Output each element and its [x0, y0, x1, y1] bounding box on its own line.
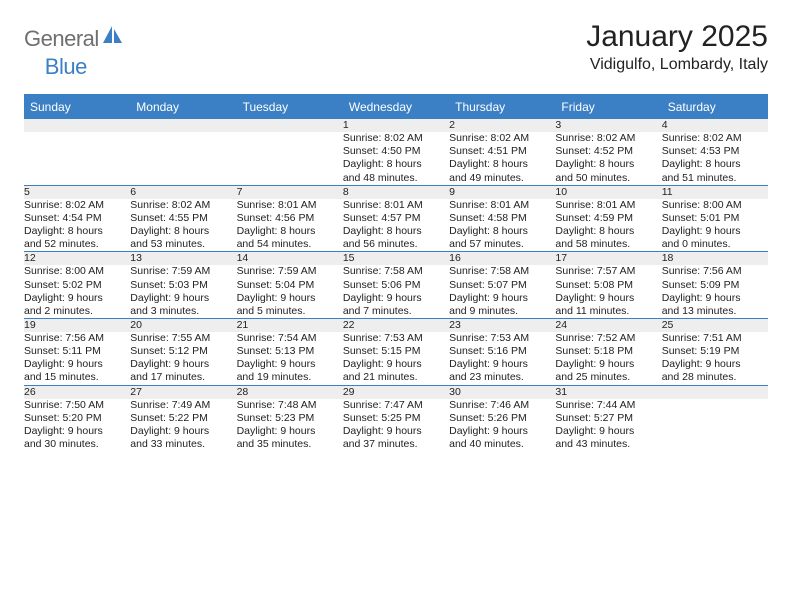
logo-sail-icon: [103, 26, 123, 49]
day-detail: [130, 132, 236, 185]
day-number: 17: [555, 252, 661, 266]
day-number: 12: [24, 252, 130, 266]
day-detail: Sunrise: 7:57 AM Sunset: 5:08 PM Dayligh…: [555, 265, 661, 318]
day-detail: Sunrise: 7:55 AM Sunset: 5:12 PM Dayligh…: [130, 332, 236, 385]
week-number-row: 1234: [24, 119, 768, 133]
day-number: 23: [449, 318, 555, 332]
week-number-row: 12131415161718: [24, 252, 768, 266]
day-detail: Sunrise: 8:01 AM Sunset: 4:58 PM Dayligh…: [449, 199, 555, 252]
week-detail-row: Sunrise: 8:02 AM Sunset: 4:50 PM Dayligh…: [24, 132, 768, 185]
day-detail: Sunrise: 8:02 AM Sunset: 4:52 PM Dayligh…: [555, 132, 661, 185]
day-number: 22: [343, 318, 449, 332]
weekday-sat: Saturday: [662, 95, 768, 119]
month-title: January 2025: [586, 20, 768, 54]
day-detail: Sunrise: 8:01 AM Sunset: 4:56 PM Dayligh…: [237, 199, 343, 252]
day-number: 29: [343, 385, 449, 399]
day-detail: Sunrise: 8:00 AM Sunset: 5:02 PM Dayligh…: [24, 265, 130, 318]
day-detail: Sunrise: 8:00 AM Sunset: 5:01 PM Dayligh…: [662, 199, 768, 252]
week-detail-row: Sunrise: 7:50 AM Sunset: 5:20 PM Dayligh…: [24, 399, 768, 452]
day-detail: Sunrise: 7:58 AM Sunset: 5:06 PM Dayligh…: [343, 265, 449, 318]
day-detail: Sunrise: 7:59 AM Sunset: 5:04 PM Dayligh…: [237, 265, 343, 318]
weekday-mon: Monday: [130, 95, 236, 119]
day-number: 24: [555, 318, 661, 332]
day-detail: Sunrise: 7:44 AM Sunset: 5:27 PM Dayligh…: [555, 399, 661, 452]
day-detail: Sunrise: 7:56 AM Sunset: 5:09 PM Dayligh…: [662, 265, 768, 318]
day-detail: Sunrise: 7:56 AM Sunset: 5:11 PM Dayligh…: [24, 332, 130, 385]
weekday-wed: Wednesday: [343, 95, 449, 119]
day-number: 2: [449, 119, 555, 133]
day-detail: Sunrise: 7:58 AM Sunset: 5:07 PM Dayligh…: [449, 265, 555, 318]
calendar-body: 1234Sunrise: 8:02 AM Sunset: 4:50 PM Day…: [24, 119, 768, 452]
day-number: 5: [24, 185, 130, 199]
day-detail: Sunrise: 7:46 AM Sunset: 5:26 PM Dayligh…: [449, 399, 555, 452]
day-number: 6: [130, 185, 236, 199]
day-detail: Sunrise: 8:02 AM Sunset: 4:54 PM Dayligh…: [24, 199, 130, 252]
day-detail: Sunrise: 7:53 AM Sunset: 5:15 PM Dayligh…: [343, 332, 449, 385]
day-detail: Sunrise: 7:51 AM Sunset: 5:19 PM Dayligh…: [662, 332, 768, 385]
day-detail: Sunrise: 7:49 AM Sunset: 5:22 PM Dayligh…: [130, 399, 236, 452]
day-detail: Sunrise: 8:01 AM Sunset: 4:59 PM Dayligh…: [555, 199, 661, 252]
day-number: 1: [343, 119, 449, 133]
day-detail: [662, 399, 768, 452]
day-number: [662, 385, 768, 399]
day-number: 28: [237, 385, 343, 399]
day-number: 4: [662, 119, 768, 133]
day-number: [237, 119, 343, 133]
location-subtitle: Vidigulfo, Lombardy, Italy: [586, 56, 768, 74]
day-number: 9: [449, 185, 555, 199]
day-number: 25: [662, 318, 768, 332]
week-number-row: 567891011: [24, 185, 768, 199]
calendar-table: Sunday Monday Tuesday Wednesday Thursday…: [24, 94, 768, 451]
day-number: 20: [130, 318, 236, 332]
day-number: 8: [343, 185, 449, 199]
day-detail: Sunrise: 7:48 AM Sunset: 5:23 PM Dayligh…: [237, 399, 343, 452]
week-detail-row: Sunrise: 8:00 AM Sunset: 5:02 PM Dayligh…: [24, 265, 768, 318]
day-detail: Sunrise: 7:50 AM Sunset: 5:20 PM Dayligh…: [24, 399, 130, 452]
weekday-header: Sunday Monday Tuesday Wednesday Thursday…: [24, 95, 768, 119]
day-number: 7: [237, 185, 343, 199]
week-detail-row: Sunrise: 7:56 AM Sunset: 5:11 PM Dayligh…: [24, 332, 768, 385]
day-detail: Sunrise: 7:53 AM Sunset: 5:16 PM Dayligh…: [449, 332, 555, 385]
weekday-thu: Thursday: [449, 95, 555, 119]
title-block: January 2025 Vidigulfo, Lombardy, Italy: [586, 20, 768, 74]
day-detail: Sunrise: 8:02 AM Sunset: 4:50 PM Dayligh…: [343, 132, 449, 185]
day-number: 16: [449, 252, 555, 266]
day-number: 18: [662, 252, 768, 266]
day-number: 14: [237, 252, 343, 266]
day-number: [130, 119, 236, 133]
day-number: 30: [449, 385, 555, 399]
day-number: 10: [555, 185, 661, 199]
day-detail: Sunrise: 7:54 AM Sunset: 5:13 PM Dayligh…: [237, 332, 343, 385]
day-number: 13: [130, 252, 236, 266]
logo-text-general: General: [24, 26, 99, 52]
day-number: 19: [24, 318, 130, 332]
day-number: 21: [237, 318, 343, 332]
day-detail: [237, 132, 343, 185]
day-number: 11: [662, 185, 768, 199]
logo-text-blue: Blue: [45, 54, 87, 80]
weekday-tue: Tuesday: [237, 95, 343, 119]
day-detail: Sunrise: 8:02 AM Sunset: 4:53 PM Dayligh…: [662, 132, 768, 185]
day-number: 31: [555, 385, 661, 399]
day-detail: Sunrise: 7:59 AM Sunset: 5:03 PM Dayligh…: [130, 265, 236, 318]
week-detail-row: Sunrise: 8:02 AM Sunset: 4:54 PM Dayligh…: [24, 199, 768, 252]
calendar-page: General January 2025 Vidigulfo, Lombardy…: [0, 0, 792, 471]
week-number-row: 262728293031: [24, 385, 768, 399]
day-number: [24, 119, 130, 133]
weekday-fri: Friday: [555, 95, 661, 119]
day-number: 15: [343, 252, 449, 266]
weekday-sun: Sunday: [24, 95, 130, 119]
brand-logo: General: [24, 26, 125, 52]
day-detail: Sunrise: 7:52 AM Sunset: 5:18 PM Dayligh…: [555, 332, 661, 385]
day-detail: Sunrise: 8:02 AM Sunset: 4:51 PM Dayligh…: [449, 132, 555, 185]
day-detail: Sunrise: 8:02 AM Sunset: 4:55 PM Dayligh…: [130, 199, 236, 252]
day-number: 3: [555, 119, 661, 133]
day-detail: Sunrise: 8:01 AM Sunset: 4:57 PM Dayligh…: [343, 199, 449, 252]
day-detail: Sunrise: 7:47 AM Sunset: 5:25 PM Dayligh…: [343, 399, 449, 452]
day-number: 26: [24, 385, 130, 399]
day-number: 27: [130, 385, 236, 399]
week-number-row: 19202122232425: [24, 318, 768, 332]
day-detail: [24, 132, 130, 185]
